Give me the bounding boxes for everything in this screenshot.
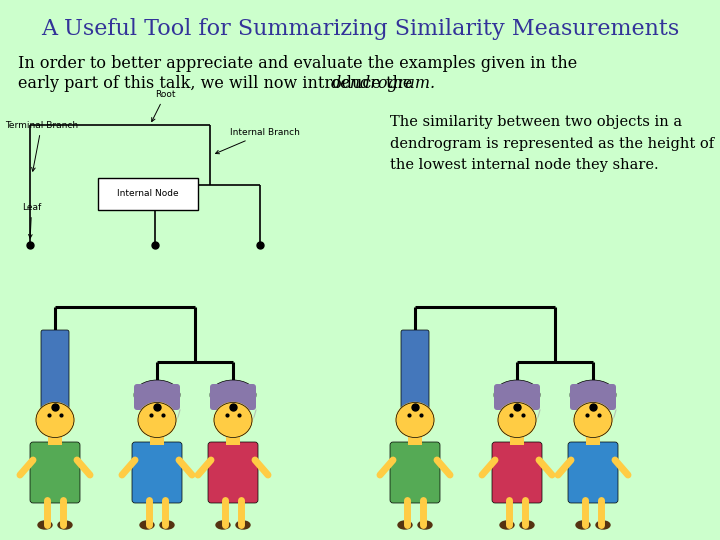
FancyBboxPatch shape — [492, 442, 542, 503]
Text: early part of this talk, we will now introduce the: early part of this talk, we will now int… — [18, 75, 418, 92]
FancyBboxPatch shape — [132, 442, 182, 503]
Ellipse shape — [236, 521, 250, 529]
FancyBboxPatch shape — [208, 442, 258, 503]
Ellipse shape — [396, 402, 434, 437]
FancyBboxPatch shape — [570, 384, 616, 410]
Ellipse shape — [134, 380, 180, 410]
FancyBboxPatch shape — [134, 384, 180, 410]
Ellipse shape — [160, 521, 174, 529]
Ellipse shape — [596, 521, 610, 529]
Ellipse shape — [570, 380, 616, 410]
FancyBboxPatch shape — [210, 384, 256, 410]
FancyBboxPatch shape — [390, 442, 440, 503]
Ellipse shape — [574, 402, 612, 437]
FancyBboxPatch shape — [401, 330, 429, 409]
Ellipse shape — [520, 521, 534, 529]
Bar — [586, 433, 600, 445]
Text: A Useful Tool for Summarizing Similarity Measurements: A Useful Tool for Summarizing Similarity… — [41, 18, 679, 40]
Text: In order to better appreciate and evaluate the examples given in the: In order to better appreciate and evalua… — [18, 55, 577, 72]
Text: Root: Root — [152, 90, 176, 122]
Ellipse shape — [36, 402, 74, 437]
Bar — [408, 433, 422, 445]
Ellipse shape — [216, 521, 230, 529]
Ellipse shape — [500, 521, 514, 529]
Ellipse shape — [38, 521, 52, 529]
FancyBboxPatch shape — [494, 384, 540, 410]
Ellipse shape — [494, 380, 540, 410]
FancyBboxPatch shape — [30, 442, 80, 503]
FancyBboxPatch shape — [41, 330, 69, 409]
Text: The similarity between two objects in a
dendrogram is represented as the height : The similarity between two objects in a … — [390, 115, 714, 172]
Ellipse shape — [398, 521, 412, 529]
Ellipse shape — [210, 380, 256, 410]
Bar — [48, 433, 62, 445]
Text: Leaf: Leaf — [22, 203, 41, 238]
Text: dendrogram.: dendrogram. — [331, 75, 436, 92]
FancyBboxPatch shape — [568, 442, 618, 503]
Ellipse shape — [498, 402, 536, 437]
Ellipse shape — [58, 521, 72, 529]
Text: Internal Branch: Internal Branch — [215, 128, 300, 154]
Bar — [150, 433, 164, 445]
Ellipse shape — [140, 521, 154, 529]
Ellipse shape — [214, 402, 252, 437]
FancyBboxPatch shape — [98, 178, 198, 210]
Text: Internal Node: Internal Node — [117, 190, 179, 199]
Ellipse shape — [576, 521, 590, 529]
Ellipse shape — [138, 402, 176, 437]
Bar — [226, 433, 240, 445]
Ellipse shape — [418, 521, 432, 529]
Text: Terminal Branch: Terminal Branch — [5, 121, 78, 171]
Bar — [510, 433, 524, 445]
